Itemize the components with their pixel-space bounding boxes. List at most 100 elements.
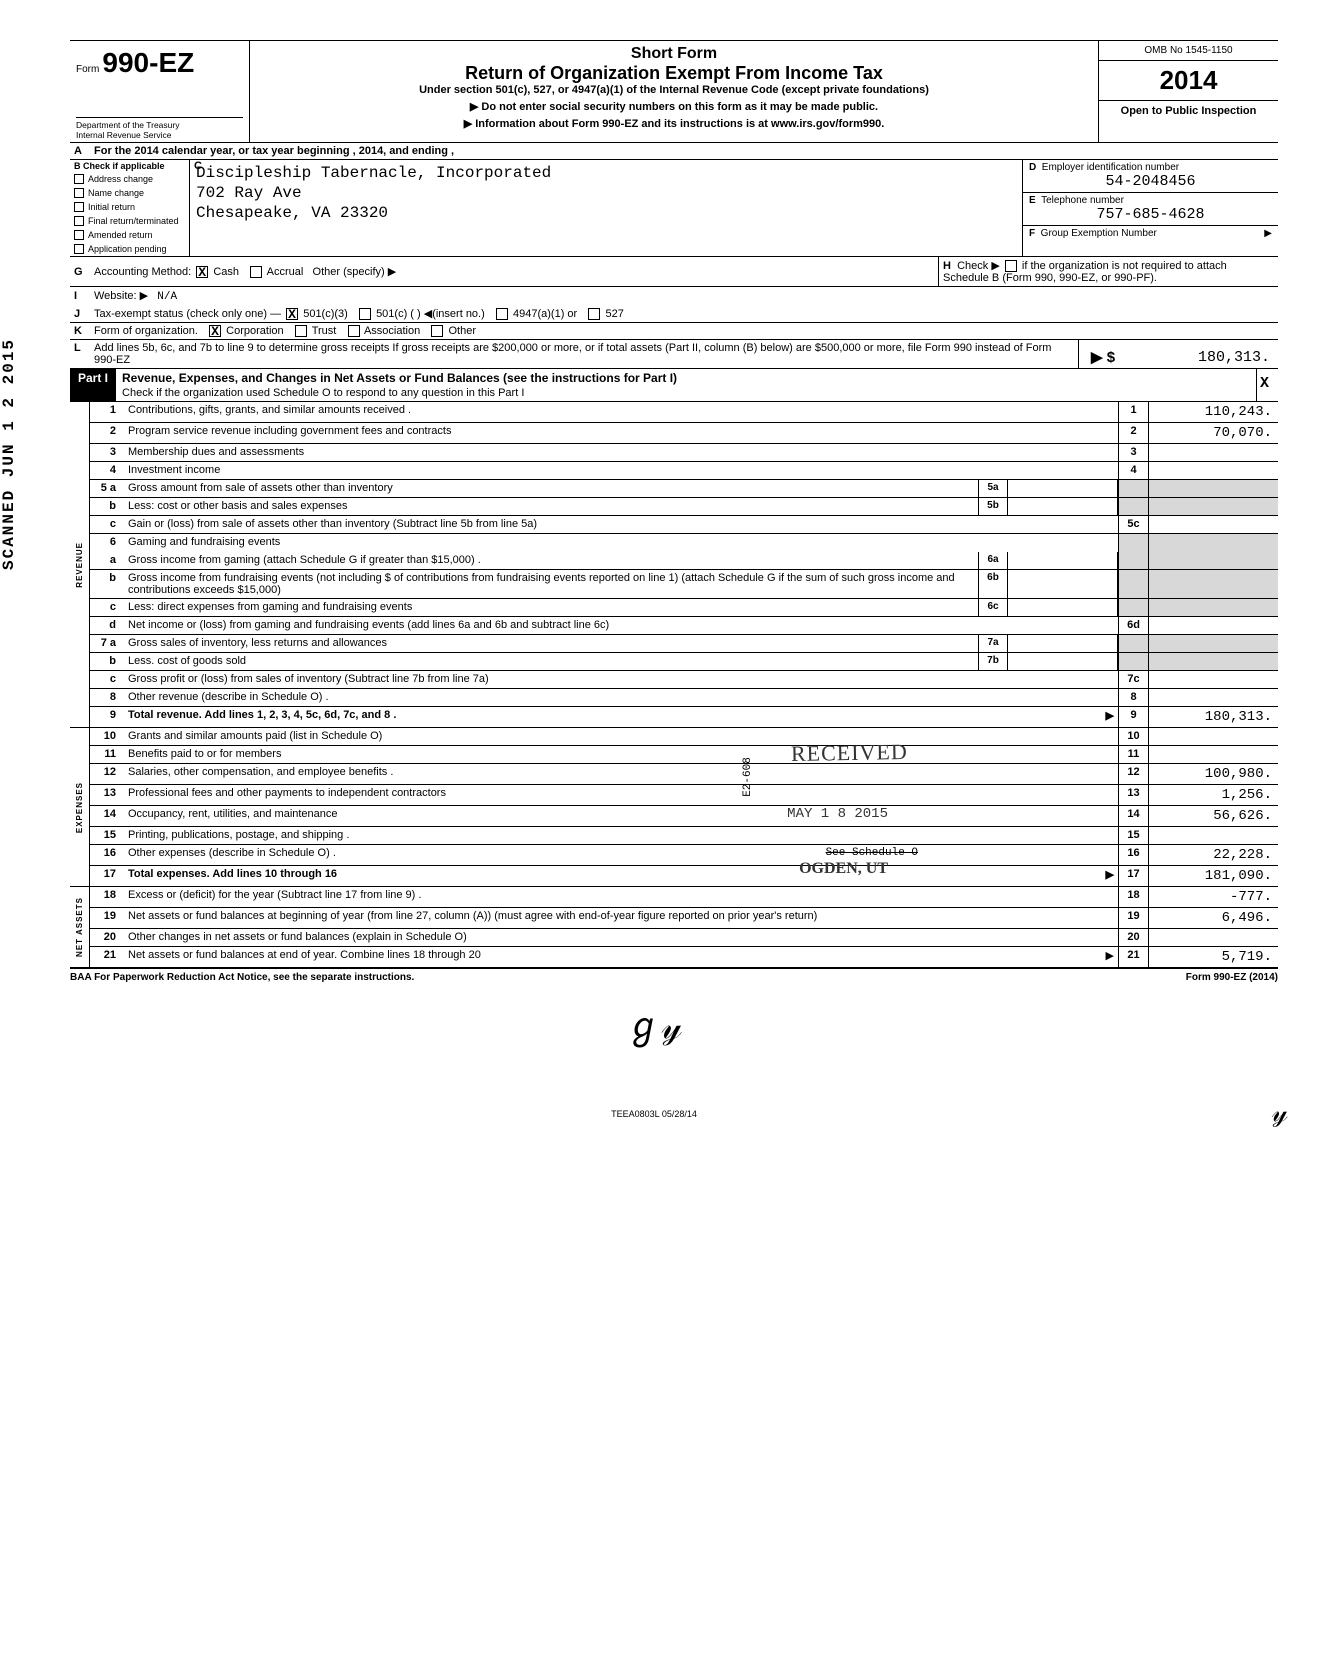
- part1-check-line: Check if the organization used Schedule …: [122, 387, 524, 399]
- row-g-i: G Accounting Method: Cash Accrual Other …: [70, 257, 1278, 287]
- subtitle-ssn-warning: ▶ Do not enter social security numbers o…: [256, 100, 1092, 113]
- label-i: I: [70, 288, 90, 304]
- opt-name-change: Name change: [88, 188, 144, 198]
- checkbox-final-return[interactable]: [74, 216, 84, 226]
- heading-b: Check if applicable: [83, 161, 165, 171]
- checkbox-corporation[interactable]: [209, 325, 221, 337]
- l7a-mv: [1008, 635, 1118, 652]
- label-h: H: [943, 260, 951, 272]
- symbol-l: ▶ $: [1091, 348, 1115, 366]
- l16-num: 16: [90, 845, 124, 865]
- checkbox-501c[interactable]: [359, 308, 371, 320]
- checkbox-name-change[interactable]: [74, 188, 84, 198]
- l18-rv: -777.: [1148, 887, 1278, 907]
- part1-checkbox[interactable]: [1256, 369, 1278, 401]
- checkbox-trust[interactable]: [295, 325, 307, 337]
- l4-rv: [1148, 462, 1278, 479]
- row-i: I Website: ▶ N/A: [70, 287, 1278, 305]
- label-d: D: [1029, 162, 1036, 173]
- l5b-rn: [1118, 498, 1148, 515]
- l4-desc: Investment income: [124, 462, 1118, 479]
- dept-treasury: Department of the Treasury: [76, 120, 243, 130]
- l1-num: 1: [90, 402, 124, 422]
- l18-desc: Excess or (deficit) for the year (Subtra…: [124, 887, 1118, 907]
- text-a: For the 2014 calendar year, or tax year …: [90, 143, 1278, 159]
- checkbox-amended-return[interactable]: [74, 230, 84, 240]
- row-l: L Add lines 5b, 6c, and 7b to line 9 to …: [70, 340, 1278, 369]
- l5a-desc: Gross amount from sale of assets other t…: [124, 480, 978, 497]
- l4-rn: 4: [1118, 462, 1148, 479]
- netassets-vlabel: NET ASSETS: [70, 887, 90, 967]
- l21-rv: 5,719.: [1148, 947, 1278, 967]
- l17-desc: Total expenses. Add lines 10 through 16: [128, 868, 337, 880]
- checkbox-accrual[interactable]: [250, 266, 262, 278]
- checkbox-application-pending[interactable]: [74, 244, 84, 254]
- checkbox-association[interactable]: [348, 325, 360, 337]
- l14-rv: 56,626.: [1148, 806, 1278, 826]
- l2-rv: 70,070.: [1148, 423, 1278, 443]
- l5a-rn: [1118, 480, 1148, 497]
- l16-desc: Other expenses (describe in Schedule O) …: [128, 847, 336, 859]
- form-number: 990-EZ: [102, 47, 194, 78]
- l6d-rn: 6d: [1118, 617, 1148, 634]
- text-i: Website: ▶: [94, 290, 148, 302]
- l6b-mv: [1008, 570, 1118, 598]
- l6a-num: a: [90, 552, 124, 569]
- l8-rn: 8: [1118, 689, 1148, 706]
- checkbox-527[interactable]: [588, 308, 600, 320]
- opt-association: Association: [364, 325, 420, 337]
- l5a-rv: [1148, 480, 1278, 497]
- l15-desc: Printing, publications, postage, and shi…: [124, 827, 1118, 844]
- l7c-num: c: [90, 671, 124, 688]
- l3-desc: Membership dues and assessments: [124, 444, 1118, 461]
- l6-rv: [1148, 534, 1278, 552]
- netassets-group: NET ASSETS 18Excess or (deficit) for the…: [70, 887, 1278, 968]
- l13-rn: 13: [1118, 785, 1148, 805]
- text-l: Add lines 5b, 6c, and 7b to line 9 to de…: [90, 340, 1078, 368]
- omb-number: OMB No 1545-1150: [1099, 41, 1278, 61]
- l7c-rv: [1148, 671, 1278, 688]
- l6a-rn: [1118, 552, 1148, 569]
- l7a-rv: [1148, 635, 1278, 652]
- l7c-desc: Gross profit or (loss) from sales of inv…: [124, 671, 1118, 688]
- ein-value: 54-2048456: [1029, 173, 1272, 190]
- label-b: B: [74, 161, 81, 171]
- l6b-desc: Gross income from fundraising events (no…: [124, 570, 978, 598]
- l6b-rv: [1148, 570, 1278, 598]
- l5a-num: 5 a: [90, 480, 124, 497]
- label-a: A: [70, 143, 90, 159]
- checkbox-4947[interactable]: [496, 308, 508, 320]
- expenses-group: EXPENSES 10Grants and similar amounts pa…: [70, 728, 1278, 887]
- checkbox-initial-return[interactable]: [74, 202, 84, 212]
- checkbox-h[interactable]: [1005, 260, 1017, 272]
- org-name: Discipleship Tabernacle, Incorporated: [196, 164, 1016, 182]
- l6a-desc: Gross income from gaming (attach Schedul…: [124, 552, 978, 569]
- l5c-num: c: [90, 516, 124, 533]
- l9-rn: 9: [1118, 707, 1148, 727]
- l3-num: 3: [90, 444, 124, 461]
- checkbox-cash[interactable]: [196, 266, 208, 278]
- l2-desc: Program service revenue including govern…: [124, 423, 1118, 443]
- l21-desc: Net assets or fund balances at end of ye…: [128, 949, 481, 961]
- teea-code: TEEA0803L 05/28/14: [30, 1109, 1278, 1119]
- block-bcdef: B Check if applicable Address change Nam…: [70, 160, 1278, 257]
- label-j: J: [70, 306, 90, 322]
- opt-trust: Trust: [312, 325, 337, 337]
- l19-rn: 19: [1118, 908, 1148, 928]
- l10-desc: Grants and similar amounts paid (list in…: [124, 728, 1118, 745]
- website-value: N/A: [157, 291, 177, 303]
- checkbox-other-org[interactable]: [431, 325, 443, 337]
- l7a-num: 7 a: [90, 635, 124, 652]
- l6c-desc: Less: direct expenses from gaming and fu…: [124, 599, 978, 616]
- l9-desc: Total revenue. Add lines 1, 2, 3, 4, 5c,…: [128, 709, 396, 721]
- l20-desc: Other changes in net assets or fund bala…: [124, 929, 1118, 946]
- checkbox-501c3[interactable]: [286, 308, 298, 320]
- l18-rn: 18: [1118, 887, 1148, 907]
- checkbox-address-change[interactable]: [74, 174, 84, 184]
- l7a-rn: [1118, 635, 1148, 652]
- text-j: Tax-exempt status (check only one) —: [94, 308, 281, 320]
- l6a-mv: [1008, 552, 1118, 569]
- part1-badge: Part I: [70, 369, 116, 401]
- l6d-num: d: [90, 617, 124, 634]
- l20-num: 20: [90, 929, 124, 946]
